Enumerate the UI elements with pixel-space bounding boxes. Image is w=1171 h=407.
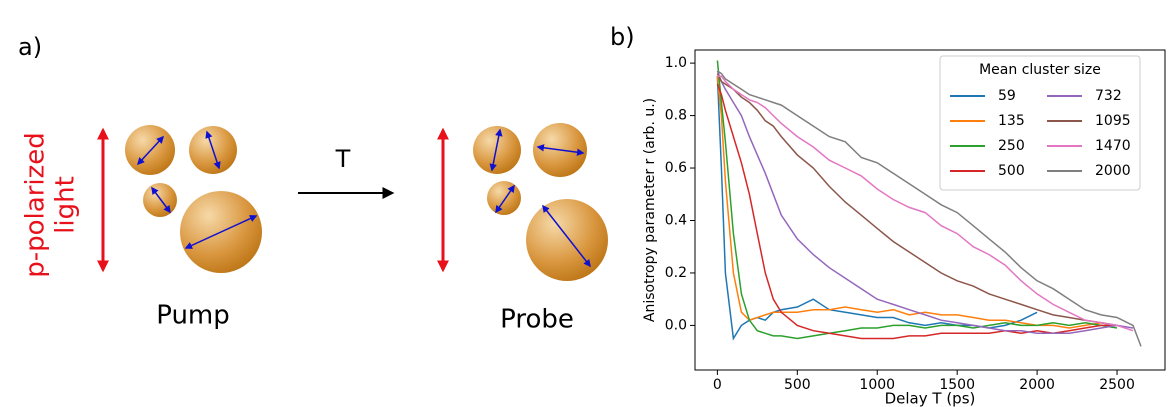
dipole-arrow	[151, 186, 171, 214]
legend-box	[939, 55, 1141, 191]
y-tick-label: 0.4	[665, 212, 687, 228]
legend-label: 1095	[1095, 113, 1131, 129]
x-tick-label: 500	[784, 377, 811, 393]
legend-title: Mean cluster size	[979, 62, 1101, 78]
panel-label: a)	[18, 33, 42, 61]
legend-label: 250	[998, 138, 1025, 154]
y-tick-label: 0.0	[665, 317, 687, 333]
x-tick-label: 1500	[939, 377, 975, 393]
legend-label: 500	[998, 163, 1025, 179]
cluster	[526, 199, 608, 281]
series-line	[716, 83, 1117, 340]
y-tick-label: 0.6	[665, 160, 687, 176]
y-axis-label: Anisotropy parameter r (arb. u.)	[642, 98, 658, 322]
series-line	[716, 73, 1118, 327]
step-label: T	[335, 145, 351, 173]
legend-label: 1470	[1095, 138, 1131, 154]
y-tick-label: 0.2	[665, 265, 687, 281]
x-axis-label: Delay T (ps)	[885, 390, 976, 407]
legend-label: 59	[998, 88, 1016, 104]
legend: Mean cluster size 59 135 250 500 732 1095 1470 2…	[939, 55, 1141, 191]
panel-b: b) 0 500 1000 1500 2000 2500 0.0 0.2 0.4 0.6 0.8 1.…	[610, 23, 1166, 407]
legend-label: 135	[998, 113, 1025, 129]
dipole-arrow	[136, 135, 165, 166]
dipole-arrow	[205, 130, 221, 170]
cluster	[473, 126, 521, 174]
dipole-arrow	[495, 184, 515, 214]
x-tick-label: 0	[713, 377, 722, 393]
light-label: p-polarized	[21, 132, 51, 278]
x-tick-label: 2000	[1019, 377, 1055, 393]
y-tick-label: 0.8	[665, 108, 687, 124]
dipole-arrow	[536, 144, 585, 156]
dipole-arrow	[184, 215, 258, 249]
legend-label: 732	[1095, 88, 1122, 104]
plot-frame	[694, 49, 1166, 371]
y-tick-label: 1.0	[665, 55, 687, 71]
light-label: light	[51, 176, 81, 234]
pump-clusters	[125, 125, 262, 273]
dipole-arrow	[542, 204, 591, 268]
x-tick-label: 2500	[1099, 377, 1135, 393]
series-line	[717, 75, 1134, 332]
x-tick-label: 1000	[859, 377, 895, 393]
pump-label: Pump	[156, 301, 230, 331]
cluster	[143, 183, 177, 217]
dipole-arrow	[489, 128, 503, 172]
probe-label: Probe	[500, 305, 574, 335]
series-line	[716, 70, 1134, 335]
probe-clusters	[473, 123, 608, 281]
panel-label: b)	[610, 23, 635, 51]
legend-label: 2000	[1095, 163, 1131, 179]
panel-a: a) p-polarized light T	[18, 33, 608, 335]
series-line	[716, 60, 1118, 340]
series-line	[716, 70, 1142, 347]
cluster	[487, 181, 521, 215]
